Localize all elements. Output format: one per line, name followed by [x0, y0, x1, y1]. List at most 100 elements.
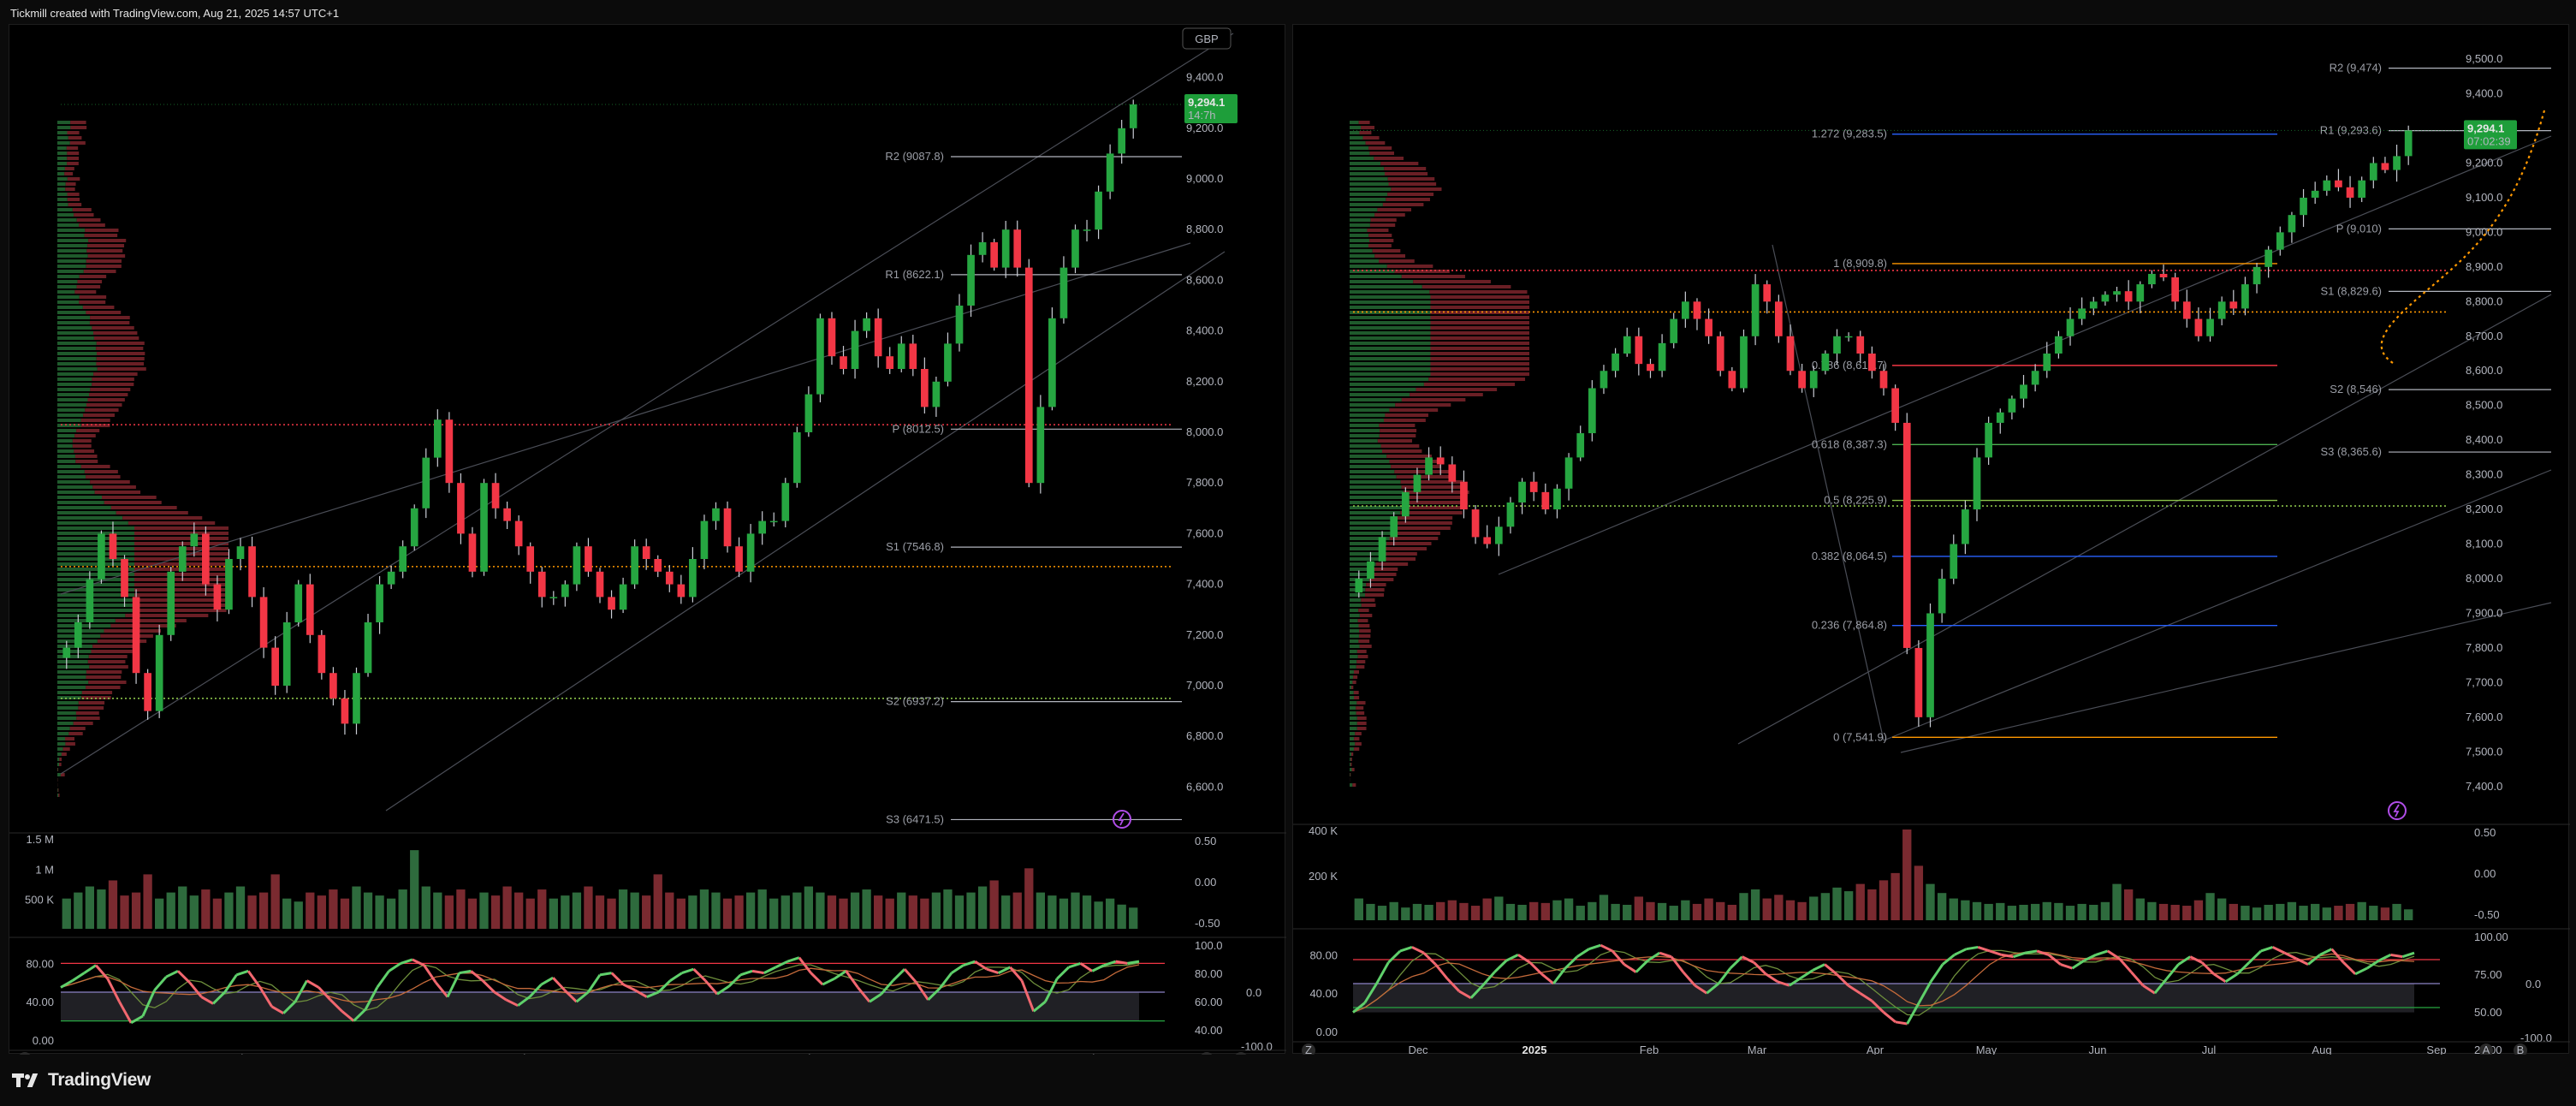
- chart-panel-right[interactable]: 1.272 (9,283.5) 1 (8,909.8) 0.786 (8,615.7…: [1292, 24, 2570, 1055]
- oscillator-segment: [1777, 980, 1790, 987]
- profile-bar-up: [57, 126, 71, 129]
- chart-panel-left[interactable]: R2 (9087.8) R1 (8622.1) P (8012.5) S1 (7546…: [9, 24, 1286, 1055]
- fib-level-label: 0.786 (8,615.7): [1812, 359, 1887, 372]
- profile-bar-up: [1350, 783, 1353, 787]
- profile-bar-up: [57, 711, 76, 715]
- profile-bar-down: [67, 193, 80, 196]
- profile-bar-down: [1389, 537, 1439, 540]
- zoom-icon[interactable]: [1302, 1044, 1315, 1055]
- volume-bar: [258, 892, 269, 929]
- lightning-icon[interactable]: [1113, 810, 1131, 829]
- auto-scale-icon[interactable]: [2479, 1044, 2493, 1055]
- profile-bar-up: [1350, 609, 1359, 612]
- profile-bar-down: [102, 496, 157, 499]
- profile-bar-up: [57, 506, 111, 509]
- profile-bar-down: [1369, 152, 1395, 155]
- profile-bar-up: [1350, 249, 1373, 253]
- profile-bar-up: [57, 480, 91, 484]
- brand[interactable]: TradingView: [12, 1070, 151, 1091]
- profile-bar-down: [1430, 321, 1529, 324]
- auto-scale-icon[interactable]: [1200, 1052, 1214, 1055]
- candle-body: [1460, 481, 1468, 510]
- profile-bar-down: [1400, 511, 1463, 514]
- profile-bar-down: [122, 516, 203, 520]
- profile-bar-up: [57, 511, 116, 514]
- price-axis-label: 7,200.0: [1186, 628, 1223, 641]
- oscillator-segment: [2319, 948, 2333, 956]
- last-price-value: 9,294.1: [1188, 96, 1225, 109]
- oscillator-segment: [364, 986, 379, 1010]
- candle-body: [1611, 354, 1619, 372]
- candle-body: [828, 318, 836, 357]
- profile-bar-up: [1350, 378, 1429, 381]
- profile-bar-down: [1361, 126, 1375, 129]
- profile-bar-down: [60, 773, 65, 776]
- profile-bar-up: [57, 547, 134, 550]
- volume-axis-label: 1.5 M: [26, 833, 54, 846]
- volume-bar: [1599, 895, 1609, 920]
- profile-bar-up: [1350, 372, 1431, 376]
- volume-bar: [1843, 891, 1854, 920]
- profile-bar-up: [1350, 398, 1402, 401]
- oscillator-segment: [692, 968, 707, 982]
- profile-bar-up: [57, 239, 89, 242]
- candle-body: [248, 546, 256, 598]
- profile-bar-down: [65, 187, 75, 191]
- profile-bar-down: [64, 172, 74, 175]
- oscillator-segment: [2130, 971, 2145, 987]
- lightning-icon[interactable]: [2388, 801, 2407, 820]
- profile-bar-down: [134, 593, 229, 597]
- candle-body: [955, 306, 964, 344]
- profile-bar-down: [1372, 249, 1401, 253]
- volume-bar: [1366, 903, 1375, 920]
- profile-bar-up: [1350, 593, 1366, 597]
- profile-bar-up: [57, 449, 74, 453]
- oscillator-segment: [552, 977, 567, 991]
- chart-right-svg[interactable]: 1.272 (9,283.5) 1 (8,909.8) 0.786 (8,615.7…: [1293, 25, 2570, 1055]
- profile-bar-down: [1422, 285, 1511, 288]
- profile-bar-down: [65, 742, 75, 746]
- profile-bar-down: [74, 290, 97, 294]
- oscillator-segment: [716, 985, 730, 996]
- candle-body: [1564, 457, 1573, 489]
- zoom-icon[interactable]: [18, 1052, 32, 1055]
- oscillator-segment: [200, 996, 214, 1005]
- profile-bar-down: [1355, 742, 1362, 746]
- oscillator-right-axis-label-b: 0.0: [2526, 978, 2541, 990]
- volume-bar: [804, 886, 814, 929]
- candle-body: [932, 381, 941, 407]
- profile-bar-down: [93, 331, 138, 335]
- volume-bar: [1059, 898, 1069, 929]
- currency-button[interactable]: [1182, 27, 1232, 50]
- profile-bar-down: [110, 624, 176, 627]
- candle-body: [851, 330, 859, 369]
- profile-bar-down: [1430, 311, 1529, 314]
- profile-bar-down: [92, 383, 134, 386]
- volume-bar: [421, 886, 430, 929]
- oscillator-axis-label: 0.00: [1316, 1026, 1338, 1038]
- volume-bar: [1809, 896, 1819, 920]
- profile-bar-up: [1350, 768, 1352, 771]
- b-button[interactable]: [1234, 1052, 1248, 1055]
- volume-bar: [1494, 896, 1504, 920]
- oscillator-segment: [1411, 946, 1425, 954]
- profile-bar-down: [1430, 331, 1529, 335]
- oscillator-segment: [1375, 961, 1390, 984]
- time-axis-label: Dec: [1408, 1044, 1428, 1055]
- profile-bar-up: [57, 752, 62, 756]
- volume-bar: [1785, 900, 1795, 920]
- volume-bar: [97, 889, 106, 929]
- profile-bar-up: [57, 259, 86, 263]
- chart-left-svg[interactable]: R2 (9087.8) R1 (8622.1) P (8012.5) S1 (7546…: [9, 25, 1286, 1055]
- volume-bar: [1774, 895, 1784, 920]
- oscillator-segment: [1032, 1001, 1047, 1013]
- profile-bar-down: [72, 439, 92, 443]
- volume-bar: [839, 898, 848, 929]
- profile-bar-down: [86, 249, 123, 253]
- profile-bar-down: [1355, 732, 1362, 735]
- profile-bar-up: [1350, 270, 1395, 273]
- volume-bar: [2276, 903, 2285, 920]
- profile-bar-down: [83, 270, 116, 273]
- oscillator-segment: [2095, 949, 2109, 956]
- b-button[interactable]: [2514, 1044, 2527, 1055]
